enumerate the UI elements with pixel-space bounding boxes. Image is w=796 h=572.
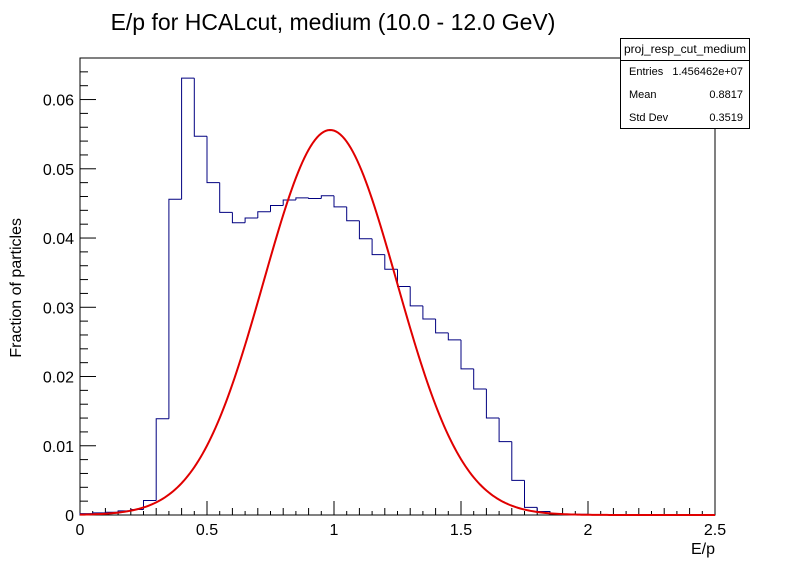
stats-row-stddev: Std Dev 0.3519 xyxy=(621,107,749,130)
histogram-bin xyxy=(422,305,436,320)
histogram-bin xyxy=(346,206,360,222)
stats-label: Mean xyxy=(629,89,657,101)
histogram-bin xyxy=(485,388,500,419)
histogram-bin xyxy=(524,480,538,508)
histogram-bin xyxy=(168,198,182,419)
histogram-bin xyxy=(358,220,373,240)
histogram-bin xyxy=(219,182,233,213)
histogram-bin xyxy=(498,418,512,443)
x-tick-label: 0 xyxy=(76,522,85,539)
stats-label: Std Dev xyxy=(629,112,669,124)
y-tick-label: 0 xyxy=(65,508,74,525)
stats-value: 1.456462e+07 xyxy=(672,66,743,78)
fit-curve xyxy=(79,129,715,516)
histogram-bin xyxy=(181,77,195,200)
stats-title: proj_resp_cut_medium xyxy=(621,39,749,61)
histogram-bin xyxy=(409,286,423,307)
y-tick-label: 0.04 xyxy=(43,231,74,248)
histogram-bin xyxy=(511,441,525,481)
histogram-bin xyxy=(460,339,474,370)
histogram-bin xyxy=(257,211,271,218)
y-tick-label: 0.06 xyxy=(43,93,74,110)
histogram-bin xyxy=(333,195,347,208)
histogram-bin xyxy=(308,197,322,200)
histogram-bin xyxy=(536,507,550,513)
histogram-bin xyxy=(206,136,220,184)
histogram-bin xyxy=(473,368,487,390)
stats-row-entries: Entries 1.456462e+07 xyxy=(621,61,749,84)
x-tick-label: 1.5 xyxy=(450,522,472,539)
histogram-bin xyxy=(371,238,385,256)
y-tick-label: 0.01 xyxy=(43,439,74,456)
stats-value: 0.8817 xyxy=(709,89,743,101)
histogram-bin xyxy=(295,197,309,200)
y-tick-label: 0.03 xyxy=(43,300,74,317)
histogram-bin xyxy=(231,212,246,224)
histogram-bin xyxy=(282,199,296,206)
histogram-bin xyxy=(435,319,449,334)
y-tick-label: 0.02 xyxy=(43,370,74,387)
x-axis-label: E/p xyxy=(691,541,715,558)
histogram-bin xyxy=(397,269,411,287)
x-tick-label: 0.5 xyxy=(196,522,218,539)
stats-box: proj_resp_cut_medium Entries 1.456462e+0… xyxy=(620,38,750,129)
histogram-series xyxy=(79,77,715,516)
stats-value: 0.3519 xyxy=(709,112,743,124)
histogram-bin xyxy=(244,217,258,223)
stats-label: Entries xyxy=(629,66,664,78)
histogram-bin xyxy=(155,418,169,501)
histogram-bin xyxy=(320,195,334,199)
y-tick-label: 0.05 xyxy=(43,162,74,179)
y-axis-label: Fraction of particles xyxy=(8,218,25,358)
histogram-bin xyxy=(447,332,461,341)
x-tick-label: 2.5 xyxy=(704,522,726,539)
axes: 0 0.5 1 1.5 2 2.5 0 0.01 0.02 0.03 0.04 0.05 0.06 xyxy=(43,57,726,539)
stats-row-mean: Mean 0.8817 xyxy=(621,84,749,107)
histogram-bin xyxy=(193,78,207,137)
x-tick-label: 2 xyxy=(584,522,593,539)
x-tick-label: 1 xyxy=(330,522,339,539)
fit-series xyxy=(79,129,715,516)
histogram-bin xyxy=(270,204,284,212)
chart-title: E/p for HCALcut, medium (10.0 - 12.0 GeV… xyxy=(111,9,556,35)
